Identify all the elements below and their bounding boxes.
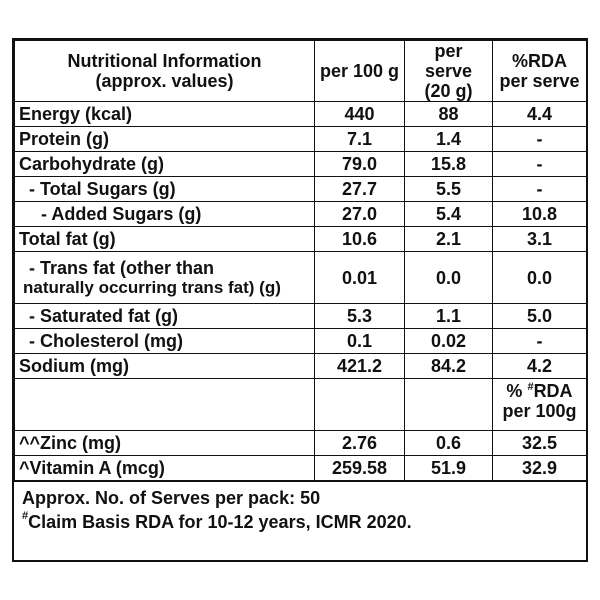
cell-rda: 32.9 <box>492 455 587 481</box>
header-per-serve-line1: per serve <box>424 41 473 81</box>
cell-per-100g: 79.0 <box>314 151 405 177</box>
row-label: ^^Zinc (mg) <box>14 430 315 456</box>
cell-per-100g: 0.1 <box>314 328 405 354</box>
row-label: Sodium (mg) <box>14 353 315 379</box>
table-row: Sodium (mg) 421.2 84.2 4.2 <box>14 353 587 379</box>
nutrition-table: Nutritional Information (approx. values)… <box>14 40 587 481</box>
row-label: - Total Sugars (g) <box>14 176 315 202</box>
cell-per-100g: 259.58 <box>314 455 405 481</box>
row-label: - Trans fat (other than naturally occurr… <box>14 251 315 304</box>
row-label: - Added Sugars (g) <box>14 201 315 227</box>
empty-cell <box>314 378 405 431</box>
cell-rda: 5.0 <box>492 303 587 329</box>
table-row: - Saturated fat (g) 5.3 1.1 5.0 <box>14 303 587 329</box>
header-nutritional-info: Nutritional Information (approx. values) <box>14 40 315 102</box>
cell-per-100g: 27.7 <box>314 176 405 202</box>
cell-per-100g: 2.76 <box>314 430 405 456</box>
cell-rda: 4.4 <box>492 101 587 127</box>
row-label: Carbohydrate (g) <box>14 151 315 177</box>
row-label-line1: - Trans fat (other than <box>29 257 215 278</box>
table-row: - Added Sugars (g) 27.0 5.4 10.8 <box>14 201 587 227</box>
rda-per-100g-header: % #RDA per 100g <box>492 378 587 431</box>
serves-per-pack: Approx. No. of Serves per pack: 50 <box>22 488 321 508</box>
cell-rda: - <box>492 328 587 354</box>
row-label: Energy (kcal) <box>14 101 315 127</box>
rda-subheader-row: % #RDA per 100g <box>14 378 587 431</box>
cell-per-100g: 7.1 <box>314 126 405 152</box>
cell-per-100g: 421.2 <box>314 353 405 379</box>
table-row: ^^Zinc (mg) 2.76 0.6 32.5 <box>14 430 587 456</box>
row-label: ^Vitamin A (mcg) <box>14 455 315 481</box>
claim-basis-text: Claim Basis RDA for 10-12 years, ICMR 20… <box>28 512 412 532</box>
cell-per-serve: 0.02 <box>404 328 493 354</box>
cell-rda: - <box>492 176 587 202</box>
cell-per-serve: 0.6 <box>404 430 493 456</box>
cell-per-100g: 0.01 <box>314 251 405 304</box>
row-label: Protein (g) <box>14 126 315 152</box>
claim-mark: # <box>22 510 29 522</box>
row-label-line2: naturally occurring trans fat) (g) <box>23 277 281 297</box>
empty-cell <box>14 378 315 431</box>
header-rda: %RDA per serve <box>492 40 587 102</box>
header-rda-line1: %RDA <box>511 51 567 71</box>
cell-per-serve: 1.4 <box>404 126 493 152</box>
table-row: Total fat (g) 10.6 2.1 3.1 <box>14 226 587 252</box>
header-subtitle: (approx. values) <box>95 71 234 91</box>
header-rda-line2: per serve <box>499 71 580 91</box>
table-row: Carbohydrate (g) 79.0 15.8 - <box>14 151 587 177</box>
cell-rda: - <box>492 126 587 152</box>
cell-per-serve: 2.1 <box>404 226 493 252</box>
cell-rda: 3.1 <box>492 226 587 252</box>
cell-rda: 0.0 <box>492 251 587 304</box>
rda-subheader-line1: % #RDA <box>497 381 582 401</box>
header-per-100g: per 100 g <box>314 40 405 102</box>
table-row: Protein (g) 7.1 1.4 - <box>14 126 587 152</box>
cell-per-100g: 440 <box>314 101 405 127</box>
cell-per-100g: 5.3 <box>314 303 405 329</box>
nutrition-panel: Nutritional Information (approx. values)… <box>12 38 588 562</box>
cell-per-serve: 5.5 <box>404 176 493 202</box>
empty-cell <box>404 378 493 431</box>
cell-per-serve: 84.2 <box>404 353 493 379</box>
cell-per-serve: 1.1 <box>404 303 493 329</box>
cell-per-serve: 88 <box>404 101 493 127</box>
cell-per-serve: 5.4 <box>404 201 493 227</box>
table-row: - Total Sugars (g) 27.7 5.5 - <box>14 176 587 202</box>
cell-per-100g: 10.6 <box>314 226 405 252</box>
cell-per-serve: 15.8 <box>404 151 493 177</box>
cell-rda: - <box>492 151 587 177</box>
claim-basis-note: #Claim Basis RDA for 10-12 years, ICMR 2… <box>22 510 578 534</box>
cell-rda: 4.2 <box>492 353 587 379</box>
header-per-serve: per serve (20 g) <box>404 40 493 102</box>
table-footer: Approx. No. of Serves per pack: 50 #Clai… <box>14 481 586 538</box>
table-row: ^Vitamin A (mcg) 259.58 51.9 32.9 <box>14 455 587 481</box>
rda-subheader-line2: per 100g <box>502 401 577 421</box>
row-label: - Cholesterol (mg) <box>14 328 315 354</box>
rda-prefix: % <box>506 381 528 401</box>
cell-per-serve: 51.9 <box>404 455 493 481</box>
cell-per-100g: 27.0 <box>314 201 405 227</box>
rda-claim-mark: # <box>527 381 534 393</box>
row-label: Total fat (g) <box>14 226 315 252</box>
cell-rda: 10.8 <box>492 201 587 227</box>
header-title: Nutritional Information <box>67 51 262 71</box>
table-row: - Trans fat (other than naturally occurr… <box>14 251 587 304</box>
row-label: - Saturated fat (g) <box>14 303 315 329</box>
table-row: Energy (kcal) 440 88 4.4 <box>14 101 587 127</box>
header-per-serve-line2: (20 g) <box>424 81 473 101</box>
table-header-row: Nutritional Information (approx. values)… <box>14 40 587 102</box>
table-row: - Cholesterol (mg) 0.1 0.02 - <box>14 328 587 354</box>
rda-suffix: RDA <box>533 381 573 401</box>
cell-rda: 32.5 <box>492 430 587 456</box>
cell-per-serve: 0.0 <box>404 251 493 304</box>
